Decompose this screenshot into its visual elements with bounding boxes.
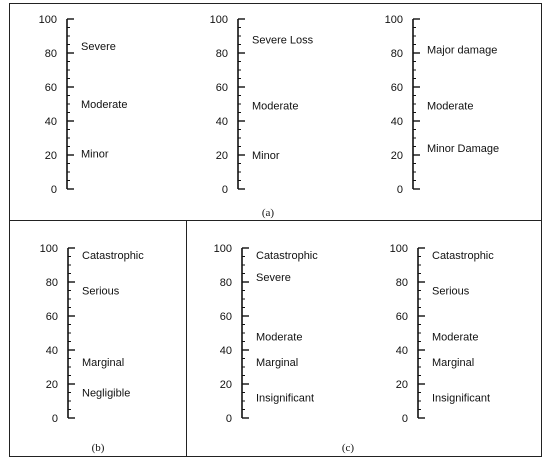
tick-label: 20 [391, 150, 403, 162]
category-label: Marginal [256, 357, 298, 369]
category-label: Serious [82, 286, 120, 298]
tick-label: 0 [52, 413, 58, 425]
panel-c-caption: (c) [342, 442, 355, 454]
category-label: Severe [256, 272, 291, 284]
category-label: Moderate [256, 331, 302, 343]
tick-label: 100 [390, 243, 408, 255]
tick-label: 60 [45, 82, 57, 94]
tick-label: 20 [396, 379, 408, 391]
category-label: Catastrophic [256, 250, 318, 262]
tick-label: 0 [222, 184, 228, 196]
tick-label: 40 [220, 345, 232, 357]
tick-label: 100 [40, 243, 58, 255]
scale-b-1: 100 80 60 40 20 0 Catastrophic Serious Marginal N… [40, 243, 145, 425]
tick-label: 80 [45, 48, 57, 60]
tick-label: 80 [46, 277, 58, 289]
tick-label: 40 [46, 345, 58, 357]
tick-label: 100 [214, 243, 232, 255]
category-label: Catastrophic [432, 250, 494, 262]
category-label: Severe [81, 41, 116, 53]
tick-label: 100 [385, 14, 403, 26]
category-label: Serious [432, 286, 470, 298]
tick-label: 0 [402, 413, 408, 425]
tick-label: 40 [216, 116, 228, 128]
tick-label: 20 [216, 150, 228, 162]
tick-label: 100 [39, 14, 57, 26]
scale-a-1: 100 80 60 40 20 0 Severe Moderate Minor [39, 14, 128, 196]
category-label: Minor Damage [427, 143, 499, 155]
scales-layer: 100 80 60 40 20 0 Severe Moderate Minor 100 80 60 40… [39, 14, 500, 425]
category-label: Moderate [252, 101, 298, 113]
tick-label: 60 [46, 311, 58, 323]
panel-b-caption: (b) [92, 442, 105, 454]
category-label: Moderate [427, 101, 473, 113]
tick-label: 60 [220, 311, 232, 323]
tick-label: 20 [46, 379, 58, 391]
tick-label: 100 [210, 14, 228, 26]
category-label: Insignificant [432, 393, 490, 405]
tick-label: 80 [396, 277, 408, 289]
tick-label: 20 [45, 150, 57, 162]
tick-label: 40 [45, 116, 57, 128]
scale-c-1: 100 80 60 40 20 0 Catastrophic Severe Moderate Ma… [214, 243, 319, 425]
tick-label: 20 [220, 379, 232, 391]
tick-label: 80 [391, 48, 403, 60]
tick-label: 40 [391, 116, 403, 128]
tick-label: 0 [397, 184, 403, 196]
tick-label: 0 [226, 413, 232, 425]
tick-label: 0 [51, 184, 57, 196]
tick-label: 60 [396, 311, 408, 323]
category-label: Catastrophic [82, 250, 144, 262]
scale-a-2: 100 80 60 40 20 0 Severe Loss Moderate Minor [210, 14, 314, 196]
category-label: Marginal [82, 357, 124, 369]
category-label: Negligible [82, 388, 130, 400]
tick-label: 80 [220, 277, 232, 289]
tick-label: 80 [216, 48, 228, 60]
scale-a-3: 100 80 60 40 20 0 Major damage Moderate Minor Da… [385, 14, 500, 196]
category-label: Major damage [427, 45, 497, 57]
category-label: Moderate [432, 331, 478, 343]
panel-c-border [186, 220, 542, 457]
panel-a-caption: (a) [262, 207, 275, 219]
scale-c-2: 100 80 60 40 20 0 Catastrophic Serious Moderate M… [390, 243, 495, 425]
category-label: Marginal [432, 357, 474, 369]
category-label: Severe Loss [252, 34, 314, 46]
category-label: Minor [81, 148, 109, 160]
tick-label: 60 [216, 82, 228, 94]
tick-label: 60 [391, 82, 403, 94]
category-label: Minor [252, 150, 280, 162]
category-label: Moderate [81, 99, 127, 111]
category-label: Insignificant [256, 393, 314, 405]
tick-label: 40 [396, 345, 408, 357]
